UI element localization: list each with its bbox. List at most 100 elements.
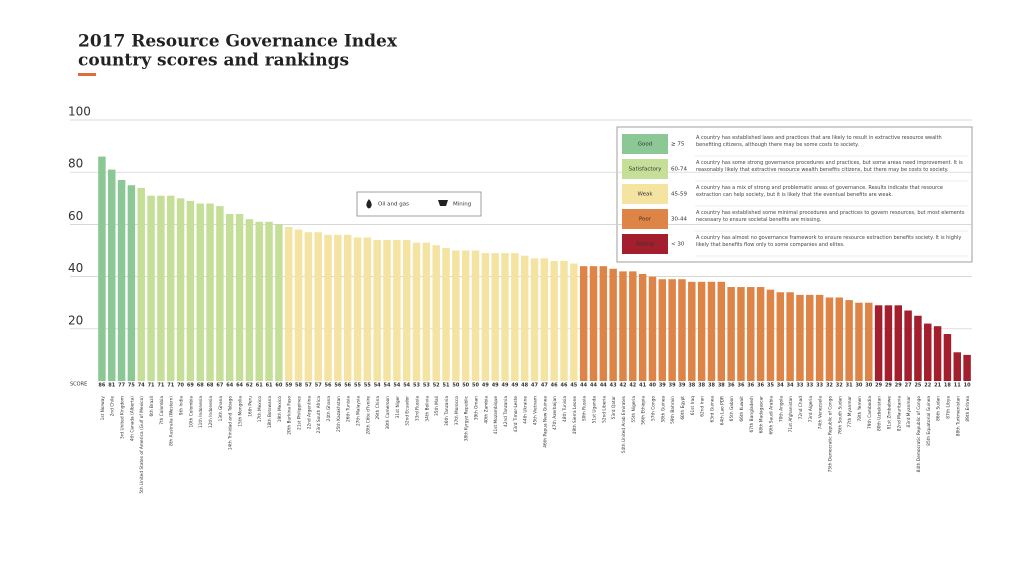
score-value: 11 (954, 383, 961, 389)
score-value: 53 (423, 383, 430, 389)
country-label: 46th Papua New Guinea (542, 396, 548, 448)
rank: 50th (581, 411, 587, 421)
score-value: 49 (482, 383, 489, 389)
y-tick-label: 80 (68, 157, 83, 171)
country: Norway (99, 396, 105, 413)
country: Ghana (217, 396, 223, 410)
country: Myanmar (847, 396, 853, 416)
score-value: 64 (226, 383, 233, 389)
score-value: 54 (393, 383, 400, 389)
score-value: 36 (737, 383, 744, 389)
bar (304, 232, 313, 381)
country-label: 83rd Myanmar (906, 396, 912, 428)
rank: 28th (365, 424, 371, 434)
country: Bolivia (424, 396, 430, 411)
rank: 32nd (404, 415, 410, 426)
score-value: 45 (570, 383, 577, 389)
bar (894, 305, 902, 381)
bar (697, 281, 706, 381)
score-value: 64 (236, 383, 243, 389)
country-label: 17th Mexico (257, 396, 263, 423)
country: Yemen (856, 396, 862, 412)
rank: 24th (326, 411, 332, 421)
bar (747, 287, 755, 381)
country-label: 87th Libya (945, 396, 951, 419)
rank: 23rd (316, 423, 322, 433)
rank: 34th (424, 411, 430, 421)
bar (452, 250, 460, 381)
rank: 88th (955, 426, 961, 436)
score-value: 58 (295, 383, 302, 389)
bar (766, 289, 775, 381)
country-label: 59th Bahrain (670, 396, 676, 424)
rank: 78th (856, 411, 862, 421)
score-value: 42 (619, 383, 626, 389)
country-label: 60th Egypt (679, 396, 685, 420)
country-label: 7th Colombia (158, 396, 164, 425)
score-value: 22 (924, 383, 931, 389)
country: Australia (Western) (168, 396, 174, 438)
country-label: 62nd Iran (699, 396, 705, 417)
bar (334, 234, 342, 381)
rank: 72nd (797, 408, 803, 419)
country-label: 54th United Arab Emirates (620, 395, 626, 453)
country: Mongolia (237, 396, 243, 416)
country-label: 1st Norway (99, 396, 105, 421)
bar (825, 297, 834, 381)
country: Azerbaijan (552, 396, 558, 419)
title-accent (78, 73, 96, 76)
bar (658, 279, 667, 381)
bar (343, 234, 352, 381)
country: Kyrgyz Republic (463, 395, 469, 430)
score-value: 69 (187, 383, 194, 389)
legend-range: ≥ 75 (671, 142, 685, 148)
country: United States of America (Gulf of Mexico… (139, 396, 145, 485)
country: Colombia (188, 396, 194, 417)
score-value: 54 (384, 383, 391, 389)
bar (776, 292, 785, 381)
rank: 64th (719, 415, 725, 425)
country: Mali (434, 396, 440, 405)
bar (717, 281, 726, 381)
rank: 81st (886, 420, 892, 430)
bar (235, 213, 244, 381)
rank: 14th (227, 440, 233, 450)
country: South Africa (316, 396, 322, 422)
score-value: 46 (551, 383, 558, 389)
country-label: 70th Angola (778, 396, 784, 422)
score-value: 32 (836, 383, 843, 389)
score-label: SCORE (70, 382, 87, 388)
bar (688, 281, 696, 381)
rank: 44th (522, 414, 528, 424)
country: Malaysia (355, 396, 361, 415)
rank: 68th (758, 423, 764, 433)
rank: 38th (463, 431, 469, 441)
country: Zambia (483, 396, 489, 413)
rank: 55th (630, 412, 636, 422)
country-label: 23rd South Africa (316, 396, 322, 434)
country: Papua New Guinea (542, 396, 548, 437)
rank: 71st (788, 423, 794, 433)
country: Niger (394, 396, 400, 408)
country: Timor-Leste (512, 396, 518, 422)
rank: 6th (149, 409, 155, 416)
country: Ethiopia (640, 396, 646, 414)
rating-legend (616, 126, 973, 263)
score-value: 57 (315, 383, 322, 389)
rank: 86th (935, 411, 941, 421)
rank: 51st (591, 414, 597, 424)
y-tick-label: 100 (68, 105, 91, 119)
chart-title: 2017 Resource Governance Index (78, 32, 398, 52)
country-label: 49th Sierra Leone (571, 396, 577, 435)
legend-name: Weak (637, 192, 653, 198)
country: Iraq (689, 396, 695, 405)
country: Ecuador (404, 396, 410, 414)
country-label: 63rd Guinea (709, 396, 715, 423)
country: Iran (699, 396, 705, 405)
bar (206, 203, 214, 381)
score-value: 54 (374, 383, 381, 389)
country: Russia (581, 396, 587, 410)
rank: 89th (965, 411, 971, 421)
score-value: 86 (98, 383, 105, 389)
score-value: 38 (708, 383, 715, 389)
